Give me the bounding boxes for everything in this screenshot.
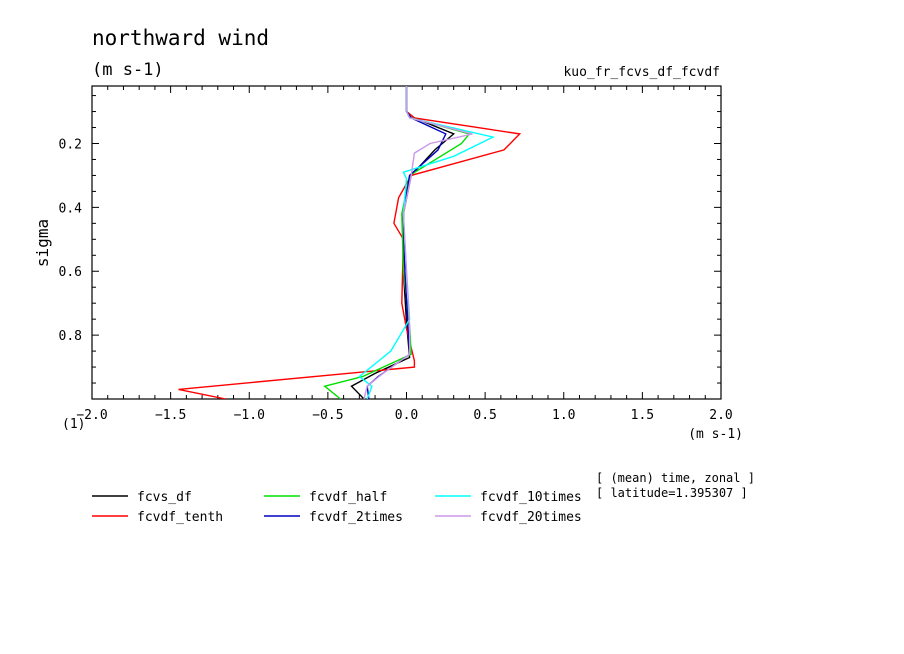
series-line-fcvdf_20times: [363, 86, 473, 399]
x-tick-labels: −2.0 −1.5 −1.0 −0.5 0.0 0.5 1.0 1.5 2.0: [76, 408, 732, 423]
legend: fcvs_df fcvdf_tenth fcvdf_half fcvdf_2times…: [92, 490, 582, 525]
legend-label-fcvdf_tenth: fcvdf_tenth: [137, 510, 223, 525]
legend-label-fcvs_df: fcvs_df: [137, 490, 192, 505]
x-tick-label: 0.5: [473, 408, 496, 423]
y-tick-label: 0.2: [59, 137, 82, 152]
x-tick-label: 0.0: [395, 408, 418, 423]
y-tick-label: 0.6: [59, 265, 82, 280]
series-line-fcvdf_tenth: [178, 86, 522, 399]
series-lines: [178, 86, 522, 399]
annotation-line-2: [ latitude=1.395307 ]: [596, 486, 748, 500]
plot-frame: [91, 85, 722, 400]
x-tick-label: −1.0: [234, 408, 265, 423]
series-line-fcvdf_2times: [366, 86, 447, 399]
legend-label-fcvdf_2times: fcvdf_2times: [309, 510, 403, 525]
x-tick-label: −1.5: [155, 408, 186, 423]
y-tick-label: 0.4: [59, 201, 83, 216]
y-tick-label: 0.8: [59, 329, 82, 344]
axis-ticks: [91, 86, 722, 399]
legend-label-fcvdf_20times: fcvdf_20times: [480, 510, 582, 525]
series-line-fcvdf_half: [323, 86, 471, 399]
experiment-name: kuo_fr_fcvs_df_fcvdf: [563, 65, 720, 80]
x-tick-label: −0.5: [312, 408, 343, 423]
annotation-line-1: [ (mean) time, zonal ]: [596, 471, 755, 485]
chart-title: northward wind: [92, 26, 269, 50]
x-scale-label: (1): [62, 417, 85, 432]
chart-title-units: (m s-1): [92, 60, 164, 80]
series-line-fcvdf_10times: [358, 86, 496, 399]
y-axis-label: sigma: [33, 219, 52, 267]
x-tick-label: 1.0: [552, 408, 575, 423]
legend-label-fcvdf_10times: fcvdf_10times: [480, 490, 582, 505]
x-axis-units: (m s-1): [688, 427, 743, 442]
x-tick-label: −2.0: [76, 408, 107, 423]
legend-label-fcvdf_half: fcvdf_half: [309, 490, 387, 505]
x-tick-label: 2.0: [709, 408, 732, 423]
x-tick-label: 1.5: [631, 408, 654, 423]
y-tick-labels: 0.2 0.4 0.6 0.8: [59, 137, 83, 344]
